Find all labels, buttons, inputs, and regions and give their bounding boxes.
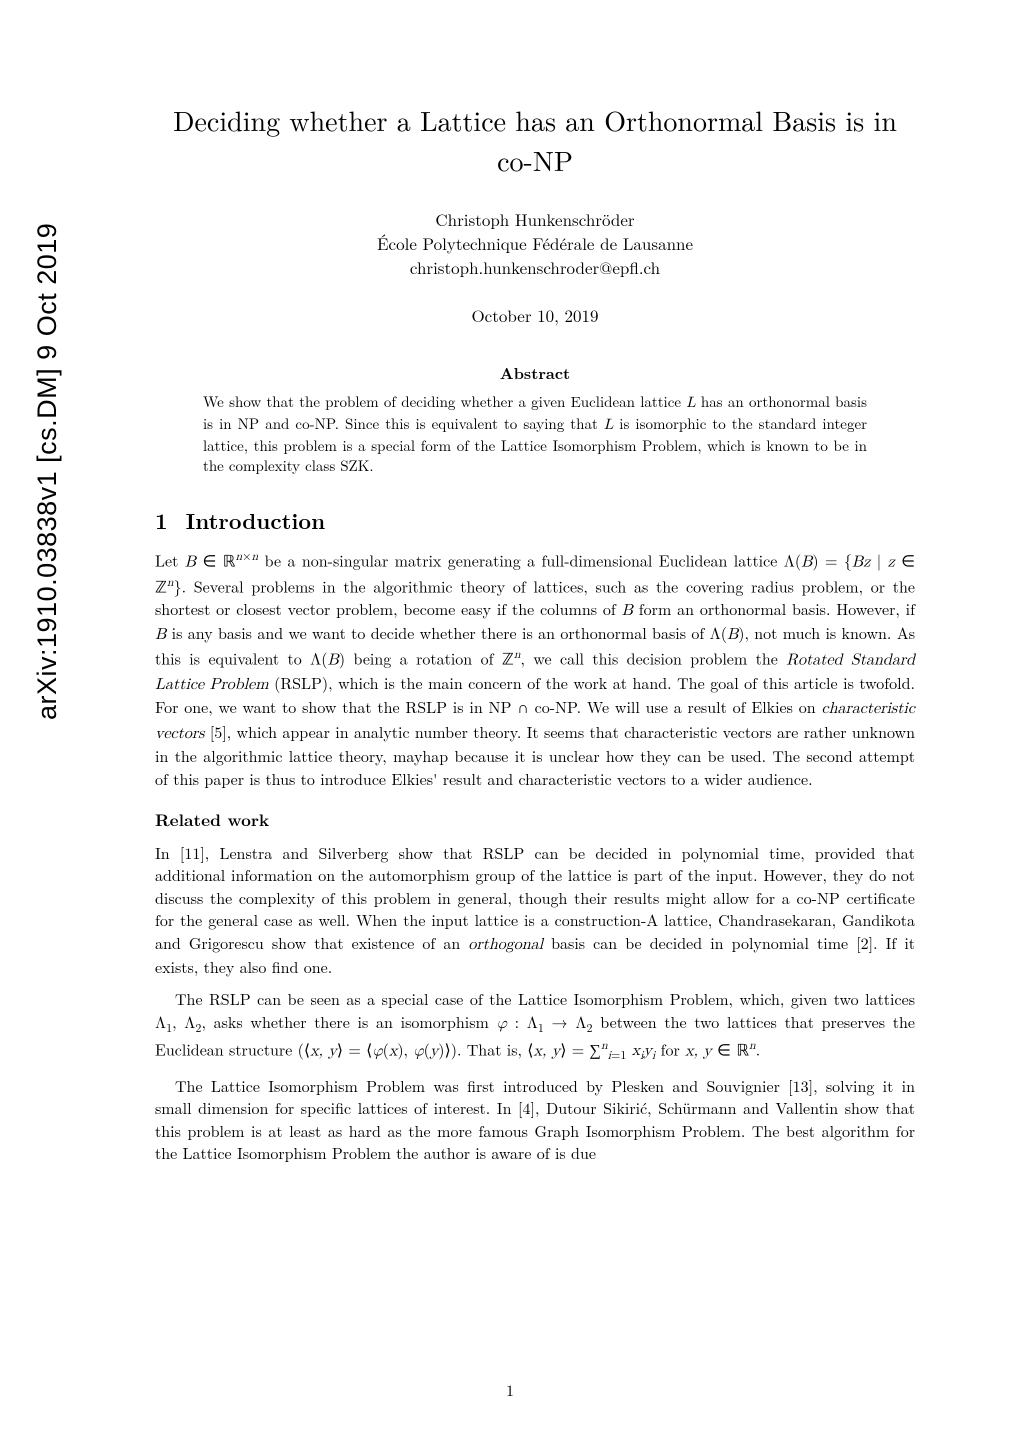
paper-date: October 10, 2019 bbox=[155, 303, 915, 327]
author-email: christoph.hunkenschroder@epfl.ch bbox=[155, 256, 915, 280]
related-work-heading: Related work bbox=[155, 808, 915, 832]
section-1-para-1: Let B ∈ ℝn×n be a non-singular matrix ge… bbox=[155, 548, 915, 790]
abstract-text: We show that the problem of deciding whe… bbox=[203, 392, 867, 477]
section-1-title: Introduction bbox=[186, 505, 325, 536]
related-work-para-1: In [11], Lenstra and Silverberg show tha… bbox=[155, 842, 915, 978]
author-block: Christoph Hunkenschröder École Polytechn… bbox=[155, 208, 915, 279]
abstract-body-text: We show that the problem of deciding whe… bbox=[203, 391, 867, 476]
author-affiliation: École Polytechnique Fédérale de Lausanne bbox=[155, 232, 915, 256]
section-1-heading: 1 Introduction bbox=[155, 505, 915, 536]
arxiv-identifier: arXiv:1910.03838v1 [cs.DM] 9 Oct 2019 bbox=[32, 223, 63, 720]
paper-title: Deciding whether a Lattice has an Orthon… bbox=[155, 100, 915, 180]
abstract-heading: Abstract bbox=[155, 361, 915, 384]
section-1-number: 1 bbox=[155, 505, 168, 536]
content-column: Deciding whether a Lattice has an Orthon… bbox=[155, 100, 915, 1175]
page-number: 1 bbox=[0, 1378, 1020, 1401]
page: arXiv:1910.03838v1 [cs.DM] 9 Oct 2019 De… bbox=[0, 0, 1020, 1443]
related-work-para-2: The RSLP can be seen as a special case o… bbox=[155, 988, 915, 1065]
related-work-para-3: The Lattice Isomorphism Problem was firs… bbox=[155, 1075, 915, 1165]
author-name: Christoph Hunkenschröder bbox=[155, 208, 915, 232]
